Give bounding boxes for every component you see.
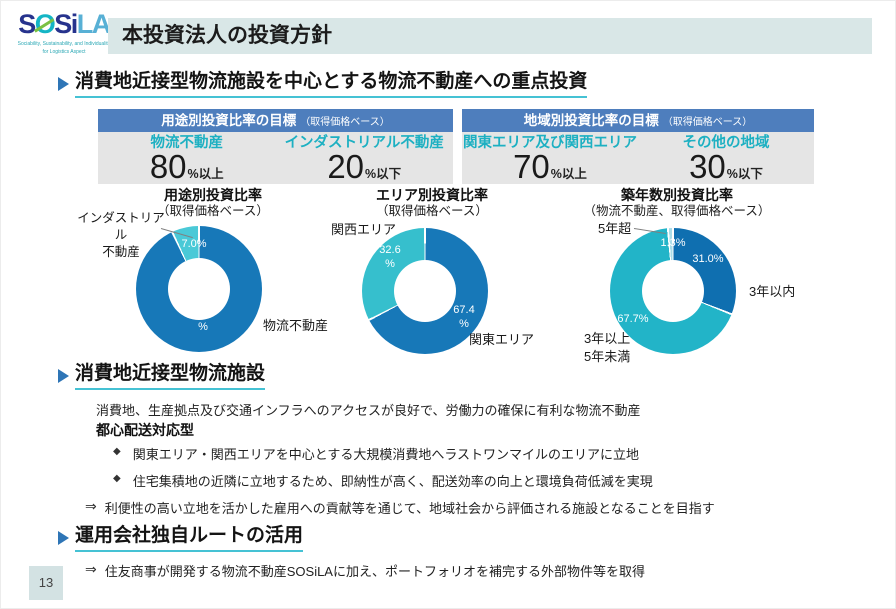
logo-part: S	[18, 9, 36, 39]
facility-bullet: ◆ 関東エリア・関西エリアを中心とする大規模消費地へラストワンマイルのエリアに立…	[113, 444, 639, 463]
target-box-region: 地域別投資比率の目標 （取得価格ベース） 関東エリア及び関西エリア 70 %以上 そ…	[462, 109, 814, 184]
facility-bullet-text: 住宅集積地の近隣に立地するため、即納性が高く、配送効率の向上と環境負荷低減を実現	[132, 474, 653, 489]
target-item: その他の地域 30 %以下	[638, 135, 814, 184]
section-route-heading-text: 運用会社独自ルートの活用	[75, 525, 304, 552]
target-box-usage-body: 物流不動産 80 %以上 インダストリアル不動産 20 %以下	[98, 132, 453, 184]
slice-name-label: 5年超	[598, 221, 632, 236]
facility-bullet-text: 関東エリア・関西エリアを中心とする大規模消費地へラストワンマイルのエリアに立地	[132, 447, 640, 462]
chart-subtitle-text: （物流不動産、取得価格ベース）	[583, 203, 771, 218]
diamond-bullet-icon: ◆	[113, 473, 121, 484]
donut-hole	[642, 260, 704, 322]
logo-part: LA	[76, 9, 112, 39]
target-header-note: （取得価格ベース）	[662, 117, 753, 128]
triangle-bullet-icon	[58, 369, 69, 383]
slice-value-label: 67.7%	[617, 313, 649, 325]
chart-title-text: 築年数別投資比率	[621, 187, 733, 203]
route-conclusion-text: 住友商事が開発する物流不動産SOSiLAに加え、ポートフォリオを補完する外部物件…	[104, 564, 645, 579]
section-facility-heading: 消費地近接型物流施設	[58, 363, 266, 390]
slice-value-label: 31.0%	[692, 253, 724, 265]
page-number: 13	[29, 566, 63, 600]
section-invest-heading-text: 消費地近接型物流施設を中心とする物流不動産への重点投資	[75, 71, 588, 98]
slice-value-label: 93.0 %	[192, 307, 214, 333]
target-item: インダストリアル不動産 20 %以下	[276, 135, 454, 184]
logo-wordmark: SOSiLA	[17, 11, 111, 38]
target-item-value: 30	[689, 148, 726, 186]
target-item-suffix: %以下	[365, 167, 402, 182]
target-item-label: インダストリアル不動産	[284, 135, 444, 151]
arrow-icon: ⇒	[85, 498, 97, 514]
slice-value-label: 7.0%	[181, 238, 207, 250]
target-header-text: 用途別投資比率の目標	[161, 113, 297, 128]
target-item-suffix: %以上	[550, 167, 587, 182]
route-conclusion: ⇒ 住友商事が開発する物流不動産SOSiLAに加え、ポートフォリオを補完する外部…	[85, 561, 645, 580]
target-item-value: 20	[327, 148, 365, 186]
target-item: 物流不動産 80 %以上	[98, 135, 276, 184]
triangle-bullet-icon	[58, 531, 69, 545]
facility-conclusion: ⇒ 利便性の高い立地を活かした雇用への貢献等を通じて、地域社会から評価される施設…	[85, 498, 715, 517]
target-box-region-body: 関東エリア及び関西エリア 70 %以上 その他の地域 30 %以下	[462, 132, 814, 184]
chart-area-title: エリア別投資比率 （取得価格ベース）	[332, 187, 532, 219]
slide-title-bar: 本投資法人の投資方針	[108, 18, 872, 54]
slice-value-label: 32.6 %	[379, 244, 401, 270]
chart-subtitle-text: （取得価格ベース）	[157, 203, 269, 218]
slice-value-label: 67.4 %	[453, 304, 475, 330]
slice-name-label: インダストリアル 不動産	[77, 211, 165, 259]
section-route-heading: 運用会社独自ルートの活用	[58, 525, 304, 552]
target-item-label: 関東エリア及び関西エリア	[463, 135, 637, 151]
target-header-note: （取得価格ベース）	[300, 117, 390, 128]
slice-name-label: 3年以上 5年未満	[584, 331, 631, 364]
logo-o-slash-icon: O	[34, 9, 56, 39]
chart-title-text: エリア別投資比率	[376, 187, 488, 203]
target-item: 関東エリア及び関西エリア 70 %以上	[462, 135, 638, 184]
target-item-suffix: %以上	[187, 167, 224, 182]
chart-title-text: 用途別投資比率	[164, 187, 262, 203]
facility-bullet: ◆ 住宅集積地の近隣に立地するため、即納性が高く、配送効率の向上と環境負荷低減を…	[113, 471, 653, 490]
facility-intro-text: 消費地、生産拠点及び交通インフラへのアクセスが良好で、労働力の確保に有利な物流不…	[96, 403, 641, 418]
target-item-suffix: %以下	[726, 167, 763, 182]
arrow-icon: ⇒	[85, 561, 97, 577]
donut-chart-age	[610, 228, 736, 354]
chart-usage-title: 用途別投資比率 （取得価格ベース）	[113, 187, 313, 219]
sosila-logo: SOSiLA Sociability, Sustainability, and …	[17, 11, 112, 56]
donut-chart-usage	[136, 226, 262, 352]
section-facility-heading-text: 消費地近接型物流施設	[75, 363, 266, 390]
target-item-value: 70	[513, 148, 550, 186]
slice-value-label: 1.3%	[660, 237, 686, 249]
target-box-usage-header: 用途別投資比率の目標 （取得価格ベース）	[98, 109, 453, 132]
section-invest-heading: 消費地近接型物流施設を中心とする物流不動産への重点投資	[58, 71, 588, 98]
donut-chart-area	[362, 228, 488, 354]
slice-name-label: 物流不動産	[263, 318, 329, 333]
logo-tagline: Sociability, Sustainability, and Individ…	[17, 41, 111, 55]
chart-age-title: 築年数別投資比率 （物流不動産、取得価格ベース）	[567, 187, 787, 219]
donut-hole	[168, 258, 230, 320]
target-item-label: その他の地域	[682, 135, 770, 151]
slice-name-label: 関東エリア	[469, 332, 535, 347]
triangle-bullet-icon	[58, 77, 69, 91]
facility-conclusion-text: 利便性の高い立地を活かした雇用への貢献等を通じて、地域社会から評価される施設とな…	[104, 501, 715, 516]
facility-subheading: 都心配送対応型	[96, 422, 194, 438]
target-item-value: 80	[149, 148, 187, 186]
diamond-bullet-icon: ◆	[113, 446, 121, 457]
slice-name-label: 3年以内	[749, 284, 796, 299]
target-box-usage: 用途別投資比率の目標 （取得価格ベース） 物流不動産 80 %以上 インダストリアル…	[98, 109, 453, 184]
target-box-region-header: 地域別投資比率の目標 （取得価格ベース）	[462, 109, 814, 132]
slide-title: 本投資法人の投資方針	[122, 24, 332, 47]
logo-part: Si	[54, 9, 78, 39]
target-header-text: 地域別投資比率の目標	[523, 113, 659, 128]
chart-subtitle-text: （取得価格ベース）	[376, 203, 488, 218]
slice-name-label: 関西エリア	[331, 222, 397, 237]
donut-hole	[394, 260, 456, 322]
target-item-label: 物流不動産	[150, 135, 224, 151]
